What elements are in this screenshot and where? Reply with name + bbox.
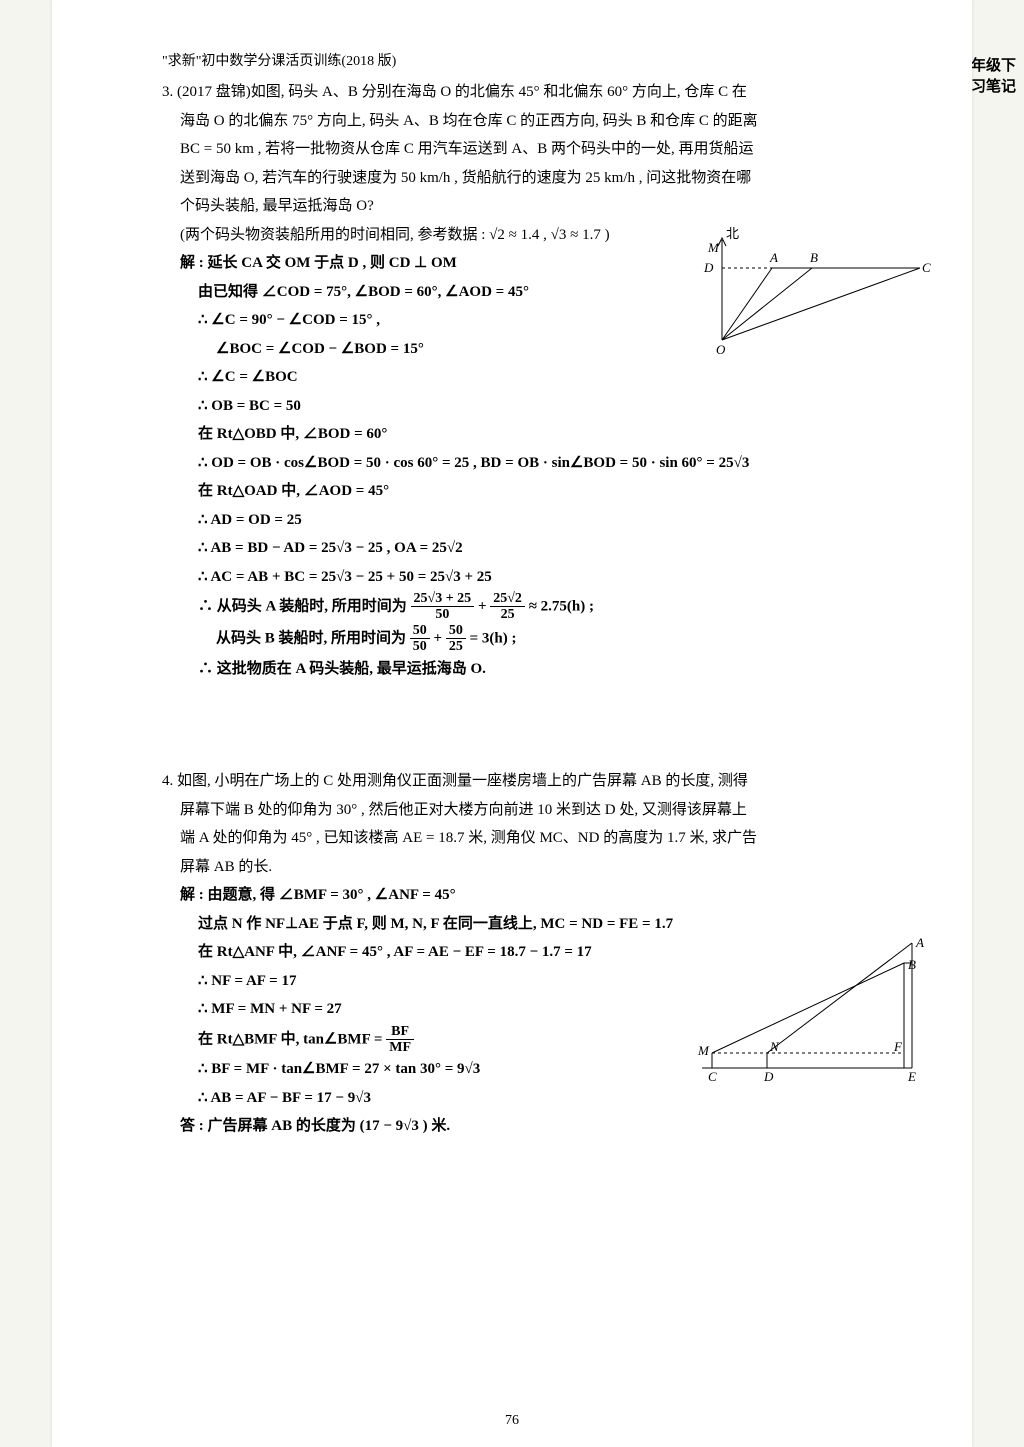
problem-3-diagram: 北 M D A B C O [682,228,932,369]
diag4-A: A [915,935,924,950]
p3-q2: 海岛 O 的北偏东 75° 方向上, 码头 A、B 均在仓库 C 的正西方向, … [162,107,922,136]
p3-s8: 在 Rt△OAD 中, ∠AOD = 45° [162,477,922,506]
p3-q6-pre: (两个码头物资装船所用的时间相同, 参考数据 : [180,227,489,243]
problem-4-diagram: A B M N F C D E [682,933,932,1094]
p4-q3: 端 A 处的仰角为 45° , 已知该楼高 AE = 18.7 米, 测角仪 M… [162,824,922,853]
p3-q1: (2017 盘锦)如图, 码头 A、B 分别在海岛 O 的北偏东 45° 和北偏… [177,84,747,100]
diag4-B: B [908,957,916,972]
p3-q3: BC = 50 km , 若将一批物资从仓库 C 用汽车运送到 A、B 两个码头… [162,135,922,164]
diag3-A: A [769,250,778,265]
page-number: 76 [52,1413,972,1429]
problem-4: A B M N F C D E 4. 如图, 小明在广场上的 C 处用测角仪正面… [162,767,922,1141]
diag3-D: D [703,260,714,275]
p3-s7: ∴ OD = OB · cos∠BOD = 50 · cos 60° = 25 … [162,449,922,478]
diag3-north: 北 [726,226,739,241]
p3-s12-frac1: 25√3 + 2550 [411,591,475,623]
p3-s6: 在 Rt△OBD 中, ∠BOD = 60° [162,420,922,449]
p3-s9: ∴ AD = OD = 25 [162,506,922,535]
p3-s13-frac1: 5050 [410,623,430,655]
p4-q1: 如图, 小明在广场上的 C 处用测角仪正面测量一座楼房墙上的广告屏幕 AB 的长… [177,773,748,789]
workbook-header: "求新"初中数学分课活页训练(2018 版) [162,50,922,70]
diag3-O: O [716,342,726,357]
p3-line1: 3. (2017 盘锦)如图, 码头 A、B 分别在海岛 O 的北偏东 45° … [162,78,922,107]
p4-s5-frac: BFMF [386,1024,414,1056]
diag4-N: N [769,1039,780,1054]
p3-s5: ∴ OB = BC = 50 [162,392,922,421]
diag3-B: B [810,250,818,265]
p3-s13-frac2: 5025 [446,623,466,655]
p4-s5-pre: 在 Rt△BMF 中, tan∠BMF = [198,1031,386,1047]
p4-ans: 答 : 广告屏幕 AB 的长度为 (17 − 9√3 ) 米. [162,1112,922,1141]
p4-num: 4. [162,773,173,789]
p3-s12-pre: ∴ 从码头 A 装船时, 所用时间为 [198,598,411,614]
p3-s12: ∴ 从码头 A 装船时, 所用时间为 25√3 + 2550 + 25√225 … [162,591,922,623]
p3-q6-math: √2 ≈ 1.4 , √3 ≈ 1.7 ) [489,227,609,243]
p3-q4: 送到海岛 O, 若汽车的行驶速度为 50 km/h , 货船航行的速度为 25 … [162,164,922,193]
p3-s13-pre: 从码头 B 装船时, 所用时间为 [216,630,410,646]
p3-q5: 个码头装船, 最早运抵海岛 O? [162,192,922,221]
p3-s13: 从码头 B 装船时, 所用时间为 5050 + 5025 = 3(h) ; [162,623,922,655]
p3-s11: ∴ AC = AB + BC = 25√3 − 25 + 50 = 25√3 +… [162,563,922,592]
p3-s12-frac2: 25√225 [490,591,525,623]
p3-s14: ∴ 这批物质在 A 码头装船, 最早运抵海岛 O. [162,655,922,684]
p4-q4: 屏幕 AB 的长. [162,853,922,882]
p4-sol-label: 解 : 由题意, 得 ∠BMF = 30° , ∠ANF = 45° [162,881,922,910]
p3-s13-mid: + [434,630,446,646]
diag3-M: M [707,240,720,255]
p3-s10: ∴ AB = BD − AD = 25√3 − 25 , OA = 25√2 [162,534,922,563]
p4-line1: 4. 如图, 小明在广场上的 C 处用测角仪正面测量一座楼房墙上的广告屏幕 AB… [162,767,922,796]
diag4-E: E [907,1069,916,1084]
problem-3: 北 M D A B C O 3. (2017 盘锦)如图, 码头 A、B 分别在… [162,78,922,683]
p3-s12-post: ≈ 2.75(h) ; [529,598,594,614]
p4-q2: 屏幕下端 B 处的仰角为 30° , 然后他正对大楼方向前进 10 米到达 D … [162,796,922,825]
diag4-M: M [697,1043,710,1058]
diag3-C: C [922,260,931,275]
diag4-C: C [708,1069,717,1084]
p3-num: 3. [162,84,173,100]
p3-s12-mid: + [478,598,490,614]
diag4-F: F [893,1039,903,1054]
p3-s13-post: = 3(h) ; [470,630,517,646]
diag4-D: D [763,1069,774,1084]
page: "求新"初中数学分课活页训练(2018 版) 北 M D A B C [52,0,972,1447]
